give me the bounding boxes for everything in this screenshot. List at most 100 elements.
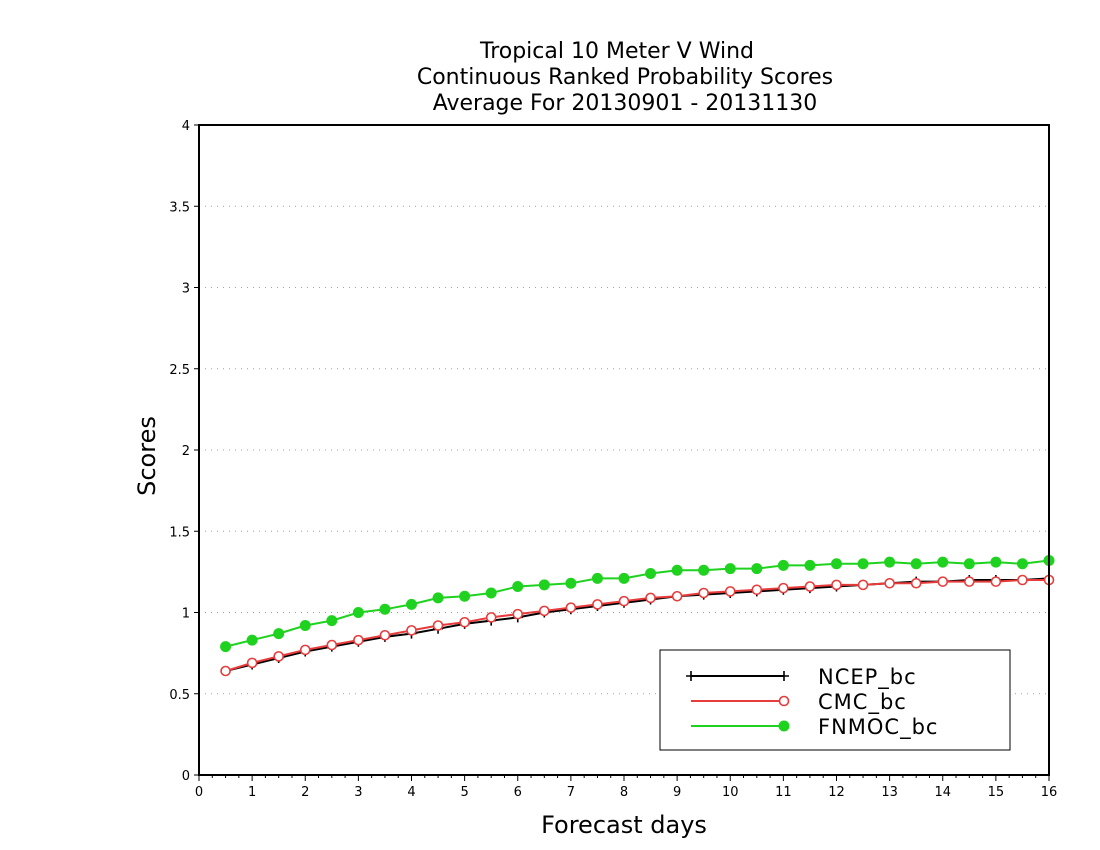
data-point-FNMOC_bc <box>831 558 842 570</box>
data-point-CMC_bc <box>698 587 709 599</box>
data-point-CMC_bc <box>724 586 736 597</box>
data-point-CMC_bc <box>406 625 417 636</box>
x-tick-label: 6 <box>514 785 522 800</box>
data-point-CMC_bc <box>831 579 842 591</box>
data-point-CMC_bc <box>539 605 550 617</box>
title-line-2: Continuous Ranked Probability Scores <box>417 65 833 90</box>
data-point-CMC_bc <box>884 577 895 589</box>
data-point-FNMOC_bc <box>299 620 311 631</box>
y-tick-label: 0.5 <box>169 688 190 703</box>
x-tick-label: 4 <box>407 785 415 800</box>
data-point-FNMOC_bc <box>990 556 1002 568</box>
y-tick-label: 1.5 <box>169 525 190 540</box>
data-point-CMC_bc <box>326 639 338 651</box>
legend-label-CMC_bc: CMC_bc <box>818 690 907 715</box>
y-axis: 0 0.5 1 1.5 2 2.5 3 3.5 4 <box>169 119 199 784</box>
data-point-CMC_bc <box>990 576 1002 587</box>
data-point-FNMOC_bc <box>352 607 364 618</box>
x-tick-label: 3 <box>354 785 362 800</box>
legend-label-FNMOC_bc: FNMOC_bc <box>818 715 938 740</box>
data-point-FNMOC_bc <box>432 592 444 604</box>
data-point-CMC_bc <box>618 595 630 607</box>
x-tick-label: 5 <box>460 785 468 800</box>
series-CMC_bc <box>220 574 1055 677</box>
data-point-FNMOC_bc <box>963 558 975 570</box>
data-point-FNMOC_bc <box>857 558 869 570</box>
x-axis-label: Forecast days <box>541 811 707 839</box>
data-point-FNMOC_bc <box>406 598 417 610</box>
data-point-FNMOC_bc <box>910 558 922 570</box>
data-point-CMC_bc <box>778 582 789 594</box>
x-tick-label: 16 <box>1041 785 1058 800</box>
data-point-CMC_bc <box>432 620 444 631</box>
data-point-CMC_bc <box>592 599 603 610</box>
legend-label-NCEP_bc: NCEP_bc <box>818 665 917 690</box>
x-tick-label: 13 <box>881 785 898 800</box>
data-point-FNMOC_bc <box>565 577 577 589</box>
data-point-FNMOC_bc <box>459 590 471 602</box>
x-tick-label: 8 <box>620 785 628 800</box>
x-tick-label: 12 <box>828 785 845 800</box>
legend-marker-NCEP_bc <box>779 671 789 681</box>
data-point-CMC_bc <box>937 576 949 587</box>
data-point-CMC_bc <box>910 577 922 589</box>
x-tick-label: 1 <box>248 785 256 800</box>
x-tick-label: 2 <box>301 785 309 800</box>
data-point-CMC_bc <box>964 576 975 587</box>
data-point-CMC_bc <box>485 612 497 623</box>
y-tick-label: 2 <box>182 444 190 459</box>
y-tick-label: 4 <box>182 119 190 134</box>
data-point-CMC_bc <box>379 629 391 641</box>
x-tick-label: 11 <box>775 785 792 800</box>
data-point-FNMOC_bc <box>538 579 550 591</box>
series-line-FNMOC_bc <box>225 559 1050 648</box>
data-point-CMC_bc <box>751 584 763 596</box>
chart-title: Tropical 10 Meter V Wind Continuous Rank… <box>417 39 833 116</box>
y-axis-label: Scores <box>133 416 161 496</box>
y-tick-label: 1 <box>182 607 190 622</box>
data-point-CMC_bc <box>353 634 364 646</box>
data-point-FNMOC_bc <box>724 563 736 575</box>
x-tick-label: 7 <box>567 785 575 800</box>
data-point-CMC_bc <box>512 608 524 620</box>
data-point-FNMOC_bc <box>751 563 763 575</box>
data-point-CMC_bc <box>220 665 231 677</box>
legend-marker-CMC_bc <box>778 695 790 707</box>
y-tick-label: 3.5 <box>169 200 190 215</box>
legend-marker-NCEP_bc <box>686 671 696 681</box>
data-point-FNMOC_bc <box>884 556 896 568</box>
data-point-FNMOC_bc <box>512 581 524 592</box>
data-point-FNMOC_bc <box>671 564 683 576</box>
data-point-CMC_bc <box>459 616 470 628</box>
data-point-FNMOC_bc <box>777 559 789 571</box>
x-tick-label: 14 <box>934 785 951 800</box>
series-FNMOC_bc <box>220 555 1055 653</box>
data-point-FNMOC_bc <box>273 628 285 640</box>
y-tick-label: 0 <box>182 769 190 784</box>
data-point-FNMOC_bc <box>220 641 232 653</box>
data-point-FNMOC_bc <box>698 564 710 576</box>
data-point-CMC_bc <box>246 657 258 669</box>
series-lines <box>220 555 1055 677</box>
data-point-CMC_bc <box>565 602 577 613</box>
data-point-FNMOC_bc <box>804 559 816 571</box>
data-point-CMC_bc <box>857 579 869 591</box>
data-point-CMC_bc <box>671 590 683 602</box>
data-point-FNMOC_bc <box>1016 558 1028 570</box>
x-tick-label: 10 <box>722 785 739 800</box>
data-point-FNMOC_bc <box>246 634 258 646</box>
data-point-CMC_bc <box>299 644 311 656</box>
data-point-FNMOC_bc <box>591 572 603 584</box>
data-point-FNMOC_bc <box>485 587 497 599</box>
title-line-1: Tropical 10 Meter V Wind <box>479 39 754 64</box>
legend-marker-FNMOC_bc <box>778 720 790 732</box>
data-point-CMC_bc <box>645 592 656 604</box>
data-point-FNMOC_bc <box>937 556 949 568</box>
data-point-CMC_bc <box>1017 574 1028 586</box>
x-tick-label: 15 <box>988 785 1005 800</box>
data-point-CMC_bc <box>273 651 284 662</box>
x-axis: 0 1 2 3 4 5 6 7 8 9 10 11 12 13 14 15 16 <box>195 775 1057 800</box>
x-tick-label: 9 <box>673 785 681 800</box>
